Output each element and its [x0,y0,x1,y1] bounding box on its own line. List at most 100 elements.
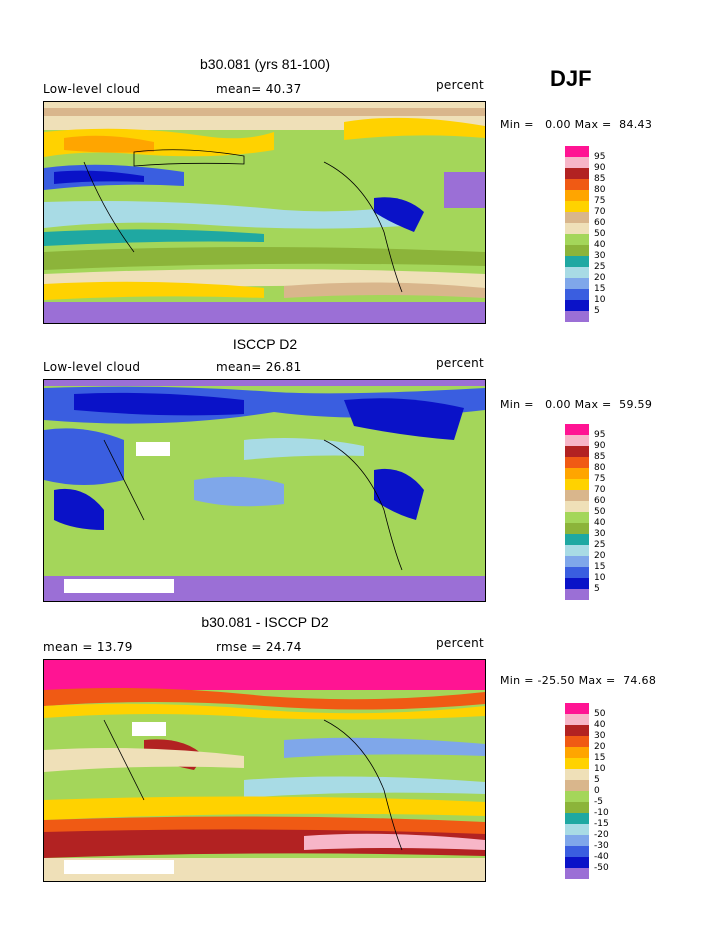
legend-swatch [565,523,589,534]
panel-2-units-label: percent [436,356,485,370]
legend-swatch [565,300,589,311]
panel-2-variable-label: Low-level cloud [43,360,141,374]
legend-label: 85 [594,174,606,184]
legend-swatch [565,545,589,556]
legend-label: 30 [594,731,606,741]
panel-2-legend: 95 90 85 80 75 70 60 50 40 30 25 20 15 10 5 [565,424,625,600]
legend-label: 15 [594,562,606,572]
legend-swatch [565,289,589,300]
legend-swatch [565,256,589,267]
legend-swatch [565,534,589,545]
legend-label: 0 [594,786,600,796]
legend-label: 20 [594,742,606,752]
legend-label: 50 [594,507,606,517]
legend-swatch [565,747,589,758]
legend-label: 40 [594,518,606,528]
panel-3-rmse-label: rmse = 24.74 [216,640,302,654]
panel-1-units-label: percent [436,78,485,92]
panel-2-minmax: Min = 0.00 Max = 59.59 [500,398,653,411]
legend-swatch [565,835,589,846]
legend-label: 70 [594,207,606,217]
panel-3-map [43,659,486,882]
legend-label: 80 [594,463,606,473]
legend-swatch [565,578,589,589]
legend-swatch [565,278,589,289]
legend-swatch [565,802,589,813]
legend-swatch [565,512,589,523]
legend-swatch [565,846,589,857]
panel-1-map-plot [44,102,485,323]
panel-2-map-plot [44,380,485,601]
legend-swatch [565,479,589,490]
legend-swatch [565,490,589,501]
legend-label: -40 [594,852,609,862]
panel-1-legend: 95 90 85 80 75 70 60 50 40 30 25 20 15 10 5 [565,146,625,322]
legend-label: 95 [594,152,606,162]
legend-label: 50 [594,229,606,239]
legend-label: -10 [594,808,609,818]
legend-swatch [565,457,589,468]
legend-label: 10 [594,764,606,774]
panel-2-title: ISCCP D2 [232,336,298,352]
legend-swatch [565,179,589,190]
panel-1-minmax: Min = 0.00 Max = 84.43 [500,118,653,131]
panel-1-title: b30.081 (yrs 81-100) [200,56,330,72]
legend-label: 10 [594,573,606,583]
legend-label: 80 [594,185,606,195]
legend-label: -30 [594,841,609,851]
legend-swatch [565,267,589,278]
legend-swatch [565,446,589,457]
legend-label: 15 [594,284,606,294]
legend-label: 60 [594,496,606,506]
legend-swatch [565,435,589,446]
legend-swatch [565,223,589,234]
legend-swatch [565,201,589,212]
panel-1-variable-label: Low-level cloud [43,82,141,96]
legend-label: 70 [594,485,606,495]
legend-swatch [565,703,589,714]
legend-swatch [565,725,589,736]
legend-swatch [565,190,589,201]
legend-swatch [565,780,589,791]
legend-swatch [565,424,589,435]
legend-label: 5 [594,584,600,594]
legend-swatch [565,791,589,802]
legend-label: 20 [594,273,606,283]
panel-1-mean-label: mean= 40.37 [216,82,302,96]
legend-label: 90 [594,163,606,173]
legend-swatch [565,501,589,512]
legend-swatch [565,868,589,879]
legend-label: 20 [594,551,606,561]
legend-label: 30 [594,529,606,539]
legend-swatch [565,556,589,567]
legend-label: 10 [594,295,606,305]
legend-label: 15 [594,753,606,763]
legend-swatch [565,212,589,223]
panel-2-map [43,379,486,602]
panel-3-legend: 50 40 30 20 15 10 5 0 -5 -10 -15 -20 -30 -40 -50 [565,703,625,879]
legend-label: 30 [594,251,606,261]
legend-swatch [565,245,589,256]
legend-swatch [565,234,589,245]
panel-3-mean-label: mean = 13.79 [43,640,133,654]
legend-swatch [565,769,589,780]
panel-1-map [43,101,486,324]
panel-2-mean-label: mean= 26.81 [216,360,302,374]
panel-3-map-plot [44,660,485,881]
legend-swatch [565,468,589,479]
legend-label: 25 [594,540,606,550]
legend-swatch [565,813,589,824]
legend-swatch [565,736,589,747]
legend-swatch [565,157,589,168]
legend-label: 60 [594,218,606,228]
legend-label: 95 [594,430,606,440]
legend-label: 25 [594,262,606,272]
legend-swatch [565,168,589,179]
legend-label: -5 [594,797,603,807]
panel-3-units-label: percent [436,636,485,650]
legend-label: 5 [594,775,600,785]
legend-swatch [565,311,589,322]
legend-swatch [565,857,589,868]
legend-swatch [565,758,589,769]
legend-label: -20 [594,830,609,840]
